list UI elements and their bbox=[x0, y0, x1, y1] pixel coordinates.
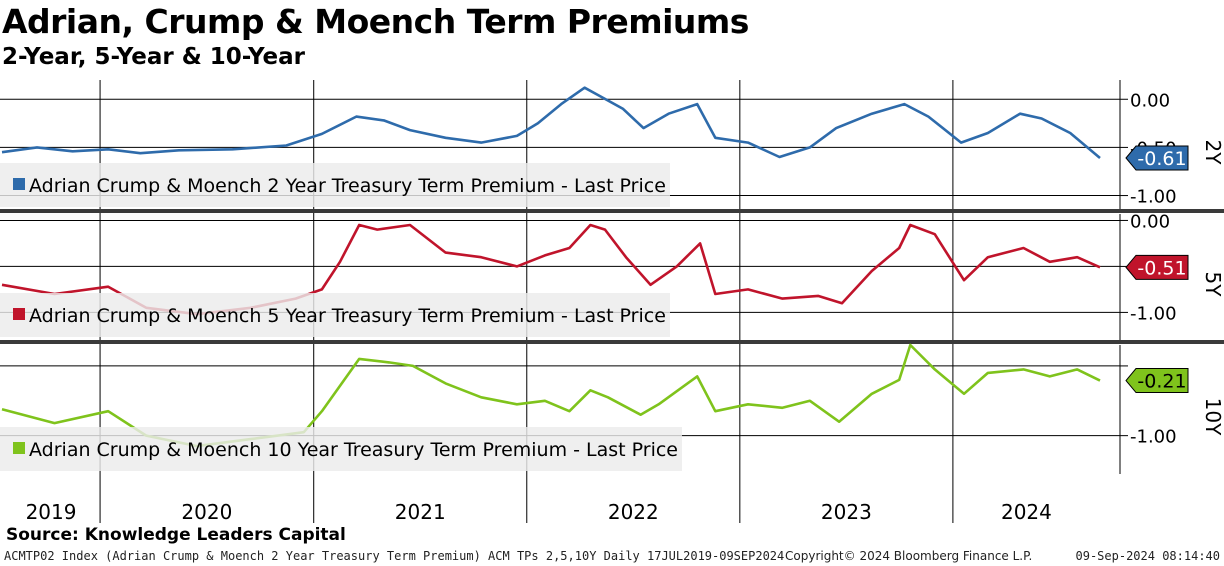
panel-tag-5Y: 5Y bbox=[1201, 272, 1224, 298]
last-value-tag-5Y bbox=[1125, 254, 1189, 280]
legend-box-2Y bbox=[0, 163, 670, 207]
x-tick-label-2019: 2019 bbox=[26, 500, 77, 524]
footer-timestamp: 09-Sep-2024 08:14:40 bbox=[1075, 549, 1221, 563]
ytick-label-2Y-0: 0.00 bbox=[1130, 90, 1170, 111]
footer-ticker-info: ACMTP02 Index (Adrian Crump & Moench 2 Y… bbox=[4, 549, 785, 563]
panel-tag-10Y: 10Y bbox=[1201, 398, 1224, 436]
footer-copyright: Copyright© 2024 Bloomberg Finance L.P. bbox=[785, 549, 1033, 563]
last-value-tag-2Y bbox=[1125, 145, 1189, 171]
legend-swatch-5Y bbox=[13, 308, 25, 320]
legend-box-5Y bbox=[0, 293, 670, 337]
panel-separator-0[interactable] bbox=[0, 209, 1224, 213]
chart-title: Adrian, Crump & Moench Term Premiums bbox=[2, 2, 749, 41]
last-value-label-10Y: -0.21 bbox=[1137, 371, 1186, 393]
ytick-label-10Y-1: -1.00 bbox=[1130, 427, 1177, 448]
chart-subtitle: 2-Year, 5-Year & 10-Year bbox=[2, 44, 305, 70]
legend-swatch-2Y bbox=[13, 178, 25, 190]
x-tick-label-2022: 2022 bbox=[608, 500, 659, 524]
x-tick-label-2020: 2020 bbox=[181, 500, 232, 524]
ytick-label-5Y-0: 0.00 bbox=[1130, 211, 1170, 232]
last-value-label-2Y: -0.61 bbox=[1137, 148, 1186, 170]
panel-tag-2Y: 2Y bbox=[1201, 140, 1224, 166]
legend-label-2Y: Adrian Crump & Moench 2 Year Treasury Te… bbox=[29, 175, 666, 197]
source-note: Source: Knowledge Leaders Capital bbox=[6, 525, 346, 545]
x-tick-label-2024: 2024 bbox=[1001, 500, 1052, 524]
last-value-tag-10Y bbox=[1125, 368, 1189, 394]
legend-label-5Y: Adrian Crump & Moench 5 Year Treasury Te… bbox=[29, 305, 666, 327]
legend-label-10Y: Adrian Crump & Moench 10 Year Treasury T… bbox=[29, 439, 678, 461]
x-tick-label-2021: 2021 bbox=[395, 500, 446, 524]
ytick-label-2Y-2: -1.00 bbox=[1130, 187, 1177, 208]
last-value-label-5Y: -0.51 bbox=[1137, 257, 1186, 279]
panel-separator-1[interactable] bbox=[0, 340, 1224, 344]
legend-box-10Y bbox=[0, 427, 682, 471]
series-line-2Y bbox=[1, 86, 1101, 159]
ytick-label-5Y-2: -1.00 bbox=[1130, 303, 1177, 324]
x-tick-label-2023: 2023 bbox=[821, 500, 872, 524]
legend-swatch-10Y bbox=[13, 442, 25, 454]
